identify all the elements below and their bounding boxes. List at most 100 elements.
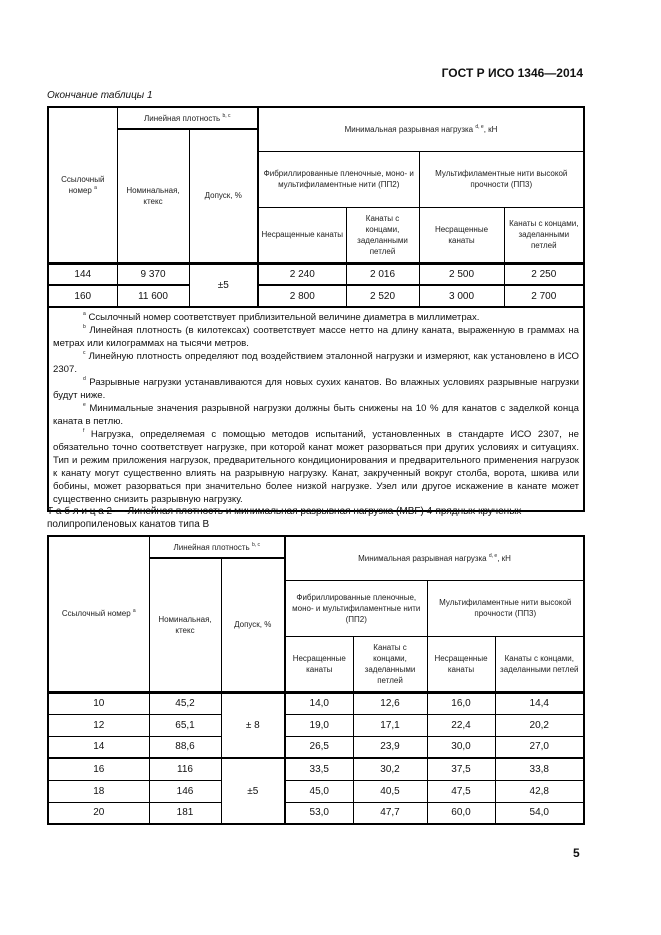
cell-pp3-unspliced: 37,5: [426, 757, 496, 781]
header-pp2-unspliced: Несращенные канаты: [257, 206, 347, 265]
table-2: Ссылочный номер a Линейная плотность b, …: [47, 535, 586, 825]
cell-pp3-spliced: 20,2: [494, 713, 585, 737]
footnote: a Ссылочный номер соответствует приблизи…: [53, 311, 579, 324]
cell-pp2-unspliced: 26,5: [284, 735, 354, 759]
cell-tolerance: ± 8: [220, 691, 286, 759]
cell-pp2-spliced: 12,6: [352, 691, 428, 715]
header-pp3-unspliced: Несращенные канаты: [426, 635, 496, 694]
header-nominal: Номинальная, ктекс: [148, 557, 222, 694]
cell-nominal: 9 370: [116, 262, 190, 286]
cell-pp2-unspliced: 33,5: [284, 757, 354, 781]
table-row: 160 11 600 2 800 2 520 3 000 2 700: [47, 284, 585, 308]
table-row: 14 88,6 26,5 23,9 30,0 27,0: [47, 735, 585, 759]
cell-nominal: 11 600: [116, 284, 190, 308]
cell-pp3-unspliced: 2 500: [418, 262, 505, 286]
header-pp3: Мультифиламентные нити высокой прочности…: [418, 150, 585, 208]
header-pp3-spliced: Канаты с концами, заделанными петлей: [494, 635, 585, 694]
cell-pp3-unspliced: 30,0: [426, 735, 496, 759]
cell-nominal: 146: [148, 779, 222, 803]
footnote-text: Разрывные нагрузки устанавливаются для н…: [53, 377, 580, 401]
header-pp2: Фибриллированные пленочные, моно- и муль…: [284, 579, 428, 637]
cell-nominal: 181: [148, 801, 222, 825]
header-pp2-unspliced: Несращенные канаты: [284, 635, 354, 694]
header-pp3: Мультифиламентные нити высокой прочности…: [426, 579, 585, 637]
table-row: 10 45,2 ± 8 14,0 12,6 16,0 14,4: [47, 691, 585, 759]
cell-ref-no: 160: [47, 284, 118, 308]
cell-pp2-spliced: 2 520: [345, 284, 420, 308]
footnote-text: Минимальные значения разрывной нагрузки …: [53, 403, 580, 427]
table-row: 144 9 370 ±5 2 240 2 016 2 500 2 250: [47, 262, 585, 308]
cell-ref-no: 20: [47, 801, 150, 825]
footnote: f Нагрузка, определяемая с помощью метод…: [53, 428, 579, 506]
table-1: Ссылочный номер a Линейная плотность b, …: [47, 106, 586, 512]
footnote-text: Ссылочный номер соответствует приблизите…: [85, 312, 480, 323]
table-row: 12 65,1 19,0 17,1 22,4 20,2: [47, 713, 585, 737]
footnote-text: Линейную плотность определяют под воздей…: [53, 351, 580, 375]
header-pp3-spliced: Канаты с концами, заделанными петлей: [503, 206, 585, 265]
footnote: e Минимальные значения разрывной нагрузк…: [53, 402, 579, 428]
footnote-mark: a: [83, 311, 86, 317]
cell-pp3-unspliced: 22,4: [426, 713, 496, 737]
header-linear-density: Линейная плотность b, c: [148, 535, 286, 559]
cell-pp3-spliced: 42,8: [494, 779, 585, 803]
table-row: 20 181 53,0 47,7 60,0 54,0: [47, 801, 585, 825]
cell-nominal: 45,2: [148, 691, 222, 715]
cell-pp2-unspliced: 2 240: [257, 262, 347, 286]
header-ref-no: Ссылочный номер a: [47, 106, 118, 265]
footnote-mark: e: [83, 402, 86, 408]
page-number: 5: [573, 846, 580, 860]
cell-pp2-unspliced: 53,0: [284, 801, 354, 825]
cell-pp3-unspliced: 3 000: [418, 284, 505, 308]
cell-tolerance: ±5: [188, 262, 259, 308]
cell-pp3-spliced: 2 700: [503, 284, 585, 308]
footnote-text: Нагрузка, определяемая с помощью методов…: [53, 429, 580, 505]
cell-tolerance: ±5: [220, 757, 286, 825]
cell-pp2-spliced: 40,5: [352, 779, 428, 803]
header-mbf: Минимальная разрывная нагрузка d, e, кН: [256, 106, 585, 152]
cell-pp2-spliced: 47,7: [352, 801, 428, 825]
cell-nominal: 65,1: [148, 713, 222, 737]
header-mbf: Минимальная разрывная нагрузка d, e, кН: [283, 535, 585, 581]
header-pp2-spliced: Канаты с концами, заделанными петлей: [345, 206, 420, 265]
footnote-mark: b: [83, 324, 86, 330]
cell-pp3-unspliced: 60,0: [426, 801, 496, 825]
cell-nominal: 116: [148, 757, 222, 781]
cell-pp2-unspliced: 19,0: [284, 713, 354, 737]
cell-pp2-unspliced: 45,0: [284, 779, 354, 803]
cell-pp2-spliced: 17,1: [352, 713, 428, 737]
table-row: 18 146 45,0 40,5 47,5 42,8: [47, 779, 585, 803]
header-tolerance: Допуск, %: [220, 557, 286, 694]
cell-pp2-spliced: 23,9: [352, 735, 428, 759]
header-pp2: Фибриллированные пленочные, моно- и муль…: [257, 150, 420, 208]
cell-pp2-unspliced: 14,0: [284, 691, 354, 715]
footnote-mark: c: [83, 350, 86, 356]
footnote-mark: d: [83, 376, 86, 382]
footnote: d Разрывные нагрузки устанавливаются для…: [53, 376, 579, 402]
cell-pp2-unspliced: 2 800: [257, 284, 347, 308]
header-pp2-spliced: Канаты с концами, заделанными петлей: [352, 635, 428, 694]
cell-pp3-spliced: 2 250: [503, 262, 585, 286]
footnote-text: Линейная плотность (в килотексах) соотве…: [53, 325, 580, 349]
table-continuation-label: Окончание таблицы 1: [47, 90, 153, 101]
cell-pp3-spliced: 27,0: [494, 735, 585, 759]
cell-ref-no: 12: [47, 713, 150, 737]
table-2-caption: Т а б л и ц а 2 — Линейная плотность и м…: [47, 506, 522, 530]
cell-ref-no: 16: [47, 757, 150, 781]
header-pp3-unspliced: Несращенные канаты: [418, 206, 505, 265]
document-header: ГОСТ Р ИСО 1346—2014: [441, 66, 583, 80]
cell-pp3-spliced: 33,8: [494, 757, 585, 781]
cell-pp3-spliced: 14,4: [494, 691, 585, 715]
cell-nominal: 88,6: [148, 735, 222, 759]
cell-ref-no: 10: [47, 691, 150, 715]
footnote: b Линейная плотность (в килотексах) соот…: [53, 324, 579, 350]
header-tolerance: Допуск, %: [188, 128, 259, 265]
table-row: 16 116 ±5 33,5 30,2 37,5 33,8: [47, 757, 585, 825]
cell-pp3-unspliced: 16,0: [426, 691, 496, 715]
cell-ref-no: 14: [47, 735, 150, 759]
header-nominal: Номинальная, ктекс: [116, 128, 190, 265]
footnote-mark: f: [83, 428, 85, 434]
footnote: c Линейную плотность определяют под возд…: [53, 350, 579, 376]
cell-ref-no: 18: [47, 779, 150, 803]
header-ref-no: Ссылочный номер a: [47, 535, 150, 694]
cell-pp2-spliced: 2 016: [345, 262, 420, 286]
